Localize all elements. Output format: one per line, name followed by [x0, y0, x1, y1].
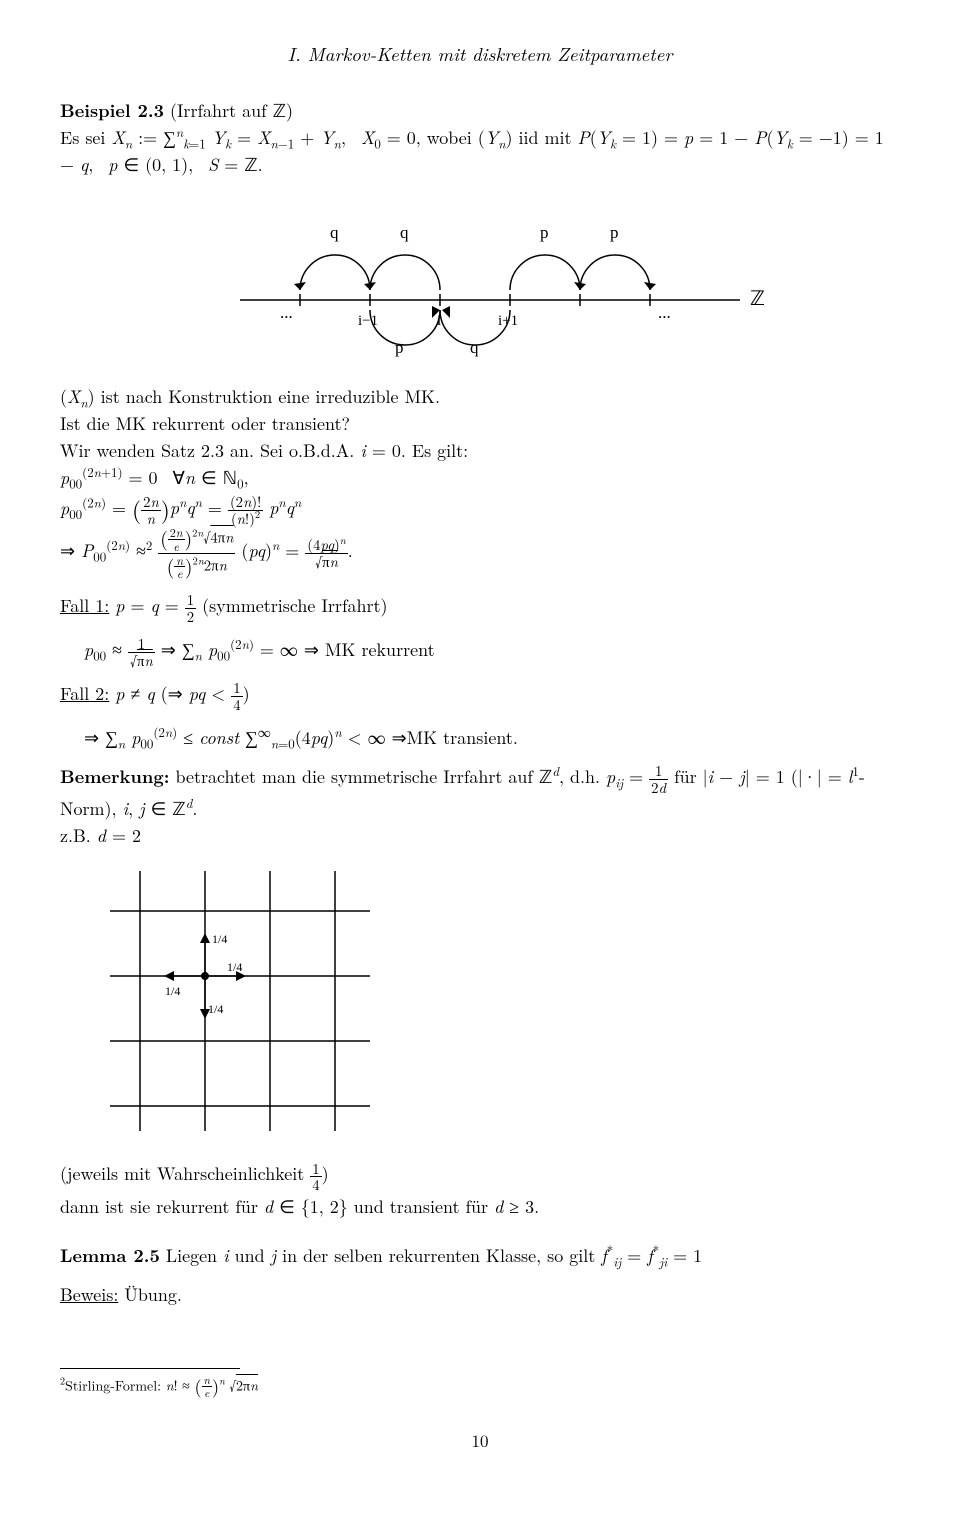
svg-text:i: i — [437, 313, 441, 329]
footnote-rule — [60, 1368, 240, 1369]
svg-text:1/4: 1/4 — [208, 1002, 223, 1016]
case-2-result: ⇒ ∑n p00(2n) ≤ const ∑∞n=0(4pq)n < ∞ ⇒MK… — [84, 724, 900, 751]
svg-text:q: q — [470, 338, 479, 357]
case-2: Fall 2: p ≠ q (⇒ pq < 14) — [60, 680, 900, 712]
recurrence-question: Ist die MK rekurrent oder transient? — [60, 411, 350, 436]
svg-text:1/4: 1/4 — [165, 984, 180, 998]
lemma-label: Lemma 2.5 — [60, 1243, 160, 1268]
remark: Bemerkung: betrachtet man die symmetrisc… — [60, 763, 900, 849]
label-p2: p — [610, 223, 619, 242]
page-number: 10 — [60, 1428, 900, 1454]
example-label: Beispiel 2.3 — [60, 98, 164, 123]
proof-body: Übung. — [124, 1282, 182, 1307]
lemma: Lemma 2.5 Liegen i und j in der selben r… — [60, 1242, 900, 1269]
footnote: 2Stirling-Formel: n! ≈ (ne)n √2πn — [60, 1373, 900, 1400]
svg-text:i−1: i−1 — [358, 313, 378, 329]
case-2-label: Fall 2: — [60, 681, 109, 706]
chapter-title: I. Markov-Ketten mit diskretem Zeitparam… — [60, 40, 900, 69]
remark-label: Bemerkung: — [60, 764, 170, 789]
lattice-note: (jeweils mit Wahrscheinlichkeit 14) dann… — [60, 1160, 900, 1219]
label-q1: q — [330, 223, 339, 242]
irreducible-statement: (Xn) ist nach Konstruktion eine irreduzi… — [60, 383, 900, 580]
example-subtitle: (Irrfahrt auf ℤ) — [170, 98, 293, 123]
random-walk-diagram: q q p p p q i−1 i i+1 ... ... ℤ — [60, 190, 900, 367]
example-defn: Es sei Xn := ∑nk=1 Yk = Xn−1 + Yn, X0 = … — [60, 125, 884, 177]
svg-text:...: ... — [658, 303, 671, 322]
svg-text:1/4: 1/4 — [212, 932, 227, 946]
proof-label: Beweis: — [60, 1282, 118, 1307]
case-1-label: Fall 1: — [60, 593, 109, 618]
proof: Beweis: Übung. — [60, 1281, 900, 1308]
label-p1: p — [540, 223, 549, 242]
label-q2: q — [400, 223, 409, 242]
case-1: Fall 1: p = q = 12 (symmetrische Irrfahr… — [60, 592, 900, 624]
svg-text:1/4: 1/4 — [227, 960, 242, 974]
svg-text:...: ... — [280, 303, 293, 322]
example-block: Beispiel 2.3 (Irrfahrt auf ℤ) Es sei Xn … — [60, 97, 900, 178]
svg-text:i+1: i+1 — [498, 313, 518, 329]
svg-text:ℤ: ℤ — [750, 288, 765, 310]
case-1-result: p00 ≈ 1√πn ⇒ ∑n p00(2n) = ∞ ⇒ MK rekurre… — [84, 636, 900, 668]
svg-text:p: p — [395, 338, 404, 357]
lattice-diagram: 1/4 1/4 1/4 1/4 — [100, 861, 900, 1148]
